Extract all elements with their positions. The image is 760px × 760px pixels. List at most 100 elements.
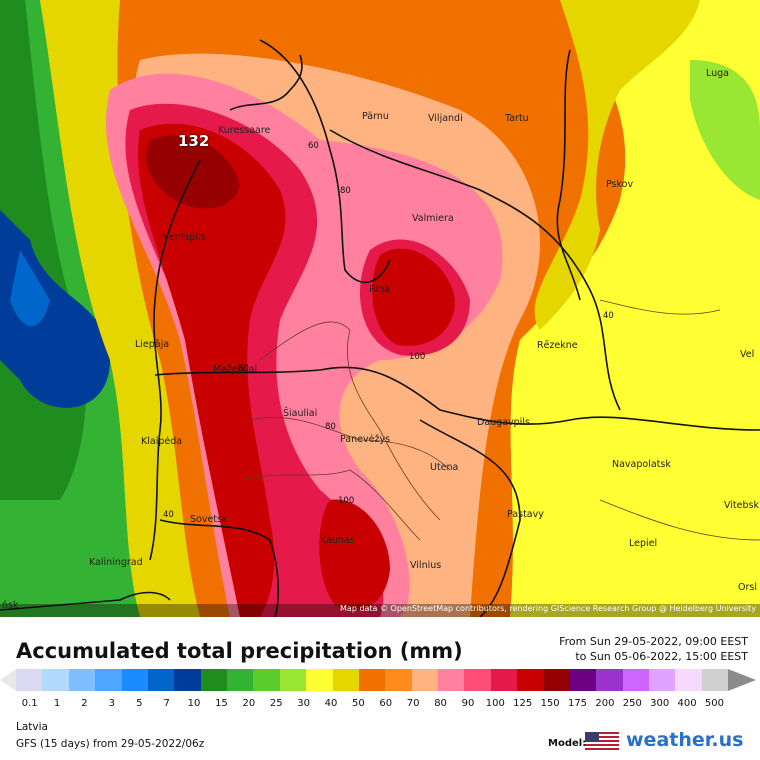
color-legend: [16, 669, 729, 691]
city-label: Tartu: [505, 113, 529, 124]
legend-swatch: [227, 669, 254, 691]
legend-tick: 1: [53, 698, 61, 709]
city-label: Ventspils: [163, 232, 206, 243]
legend-swatch: [200, 669, 227, 691]
legend-swatch: [306, 669, 333, 691]
legend-tick: 2: [81, 698, 88, 709]
city-label: Valmiera: [412, 213, 454, 224]
map-attribution: Map data © OpenStreetMap contributors, r…: [340, 604, 756, 613]
legend-swatch: [596, 669, 623, 691]
legend-swatch: [16, 669, 43, 691]
contour-label: 40: [603, 311, 614, 321]
city-label: Klaipėda: [141, 436, 183, 447]
legend-tick: 3: [108, 698, 116, 709]
legend-tick: 7: [163, 698, 170, 709]
contour-label: 80: [340, 186, 351, 196]
period-to: to Sun 05-06-2022, 15:00 EEST: [575, 650, 748, 663]
city-label: Mažeikiai: [213, 364, 258, 375]
city-label: Pastavy: [507, 509, 544, 520]
legend-tick: 0.1: [21, 698, 38, 709]
legend-swatch: [675, 669, 702, 691]
city-label: Navapolatsk: [612, 459, 671, 470]
city-label: Šiauliai: [283, 408, 318, 419]
legend-swatch: [358, 669, 386, 691]
city-label: Liepāja: [135, 339, 170, 350]
legend-swatch: [174, 669, 201, 691]
legend-swatch: [649, 669, 676, 691]
precipitation-map: 132 Kuressaare Pärnu Viljandi Tartu Luga…: [0, 0, 760, 617]
legend-tick: 80: [434, 698, 447, 709]
legend-left-arrow: [0, 669, 16, 691]
legend-tick: 200: [595, 698, 615, 709]
legend-tick: 175: [567, 698, 588, 709]
legend-right-arrow: [728, 669, 756, 691]
legend-swatch: [411, 669, 438, 691]
model-run-label: GFS (15 days) from 29-05-2022/06z: [16, 738, 205, 750]
legend-tick: 500: [704, 698, 724, 709]
legend-tick: 15: [215, 698, 228, 709]
legend-tick: 40: [324, 698, 338, 709]
period-from: From Sun 29-05-2022, 09:00 EEST: [559, 635, 748, 648]
contour-label: 80: [325, 422, 336, 432]
contour-label: 80: [238, 364, 249, 374]
legend-swatch: [385, 669, 412, 691]
city-label: ńsk: [2, 600, 19, 611]
legend-panel: Accumulated total precipitation (mm) Fro…: [0, 617, 760, 760]
legend-swatch: [147, 669, 175, 691]
legend-tick: 300: [650, 698, 670, 709]
region-label: Latvia: [16, 721, 48, 733]
legend-tick: 90: [461, 698, 475, 709]
page-title: Accumulated total precipitation (mm): [16, 639, 463, 663]
city-label: Rēzekne: [537, 340, 578, 351]
city-label: Orsl: [738, 582, 757, 593]
legend-tick: 150: [540, 698, 560, 709]
max-value-label: 132: [178, 132, 210, 150]
city-label: Lepiel: [629, 538, 658, 549]
city-label: Daugavpils: [477, 417, 530, 428]
legend-swatch: [332, 669, 359, 691]
city-label: Riga: [369, 284, 391, 295]
legend-ticks: 0.1 1 2 3 5 7 10 15 20 25 30 40 50 60 70 80 90 100 125 150 1…: [16, 698, 728, 709]
legend-swatch: [438, 669, 465, 691]
contour-label: 40: [163, 510, 174, 520]
city-label: Utena: [430, 462, 459, 473]
legend-tick: 30: [297, 698, 310, 709]
legend-tick: 50: [352, 698, 365, 709]
city-label: Kuressaare: [218, 125, 271, 136]
city-label: Kaliningrad: [89, 557, 143, 568]
legend-swatch: [68, 669, 96, 691]
legend-swatch: [279, 669, 307, 691]
legend-tick: 70: [406, 698, 420, 709]
city-label: Pärnu: [362, 111, 389, 122]
city-label: Vel: [740, 349, 755, 360]
legend-tick: 60: [379, 698, 393, 709]
legend-tick: 125: [513, 698, 533, 709]
legend-tick: 10: [187, 698, 201, 709]
city-label: Vilnius: [410, 560, 442, 571]
contour-label: 100: [409, 352, 426, 362]
legend-swatch: [95, 669, 122, 691]
map-field: [0, 0, 760, 617]
legend-swatch: [543, 669, 570, 691]
city-label: Viljandi: [428, 113, 463, 124]
legend-tick: 100: [485, 698, 505, 709]
city-label: Sovetsk: [190, 514, 228, 525]
legend-tick: 25: [269, 698, 283, 709]
legend-swatch: [622, 669, 649, 691]
contour-label: 100: [338, 496, 355, 506]
legend-swatch: [701, 669, 729, 691]
legend-swatch: [569, 669, 597, 691]
legend-swatch: [42, 669, 69, 691]
city-label: Panevėžys: [340, 434, 391, 445]
contour-label: 60: [308, 141, 319, 151]
brand-logo: weather.us: [626, 729, 744, 751]
legend-tick: 400: [677, 698, 697, 709]
legend-tick: 5: [136, 698, 143, 709]
legend-tick: 20: [242, 698, 256, 709]
legend-swatch: [464, 669, 491, 691]
city-label: Luga: [706, 68, 729, 79]
city-label: Kaunas: [320, 535, 355, 546]
legend-swatch: [121, 669, 148, 691]
legend-tick: 250: [622, 698, 642, 709]
city-label: Pskov: [606, 179, 634, 190]
